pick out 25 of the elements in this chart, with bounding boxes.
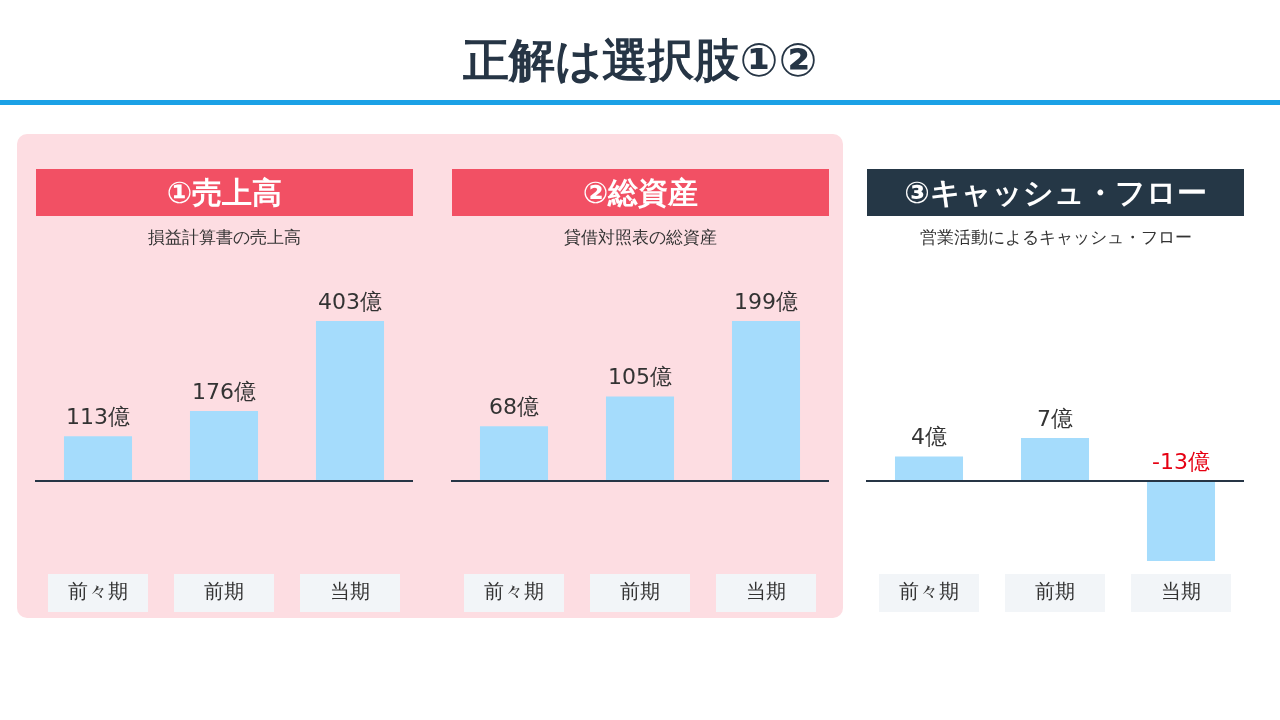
data-label: 7億 (1037, 405, 1073, 431)
chart-title: ③キャッシュ・フロー (867, 169, 1244, 216)
x-tick-label: 当期 (330, 579, 370, 604)
data-label: 199億 (734, 288, 798, 314)
x-tick-label: 前々期 (68, 579, 128, 604)
data-label: 4億 (911, 424, 947, 450)
data-label: -13億 (1152, 448, 1210, 474)
text: 正解は選択肢①② (461, 32, 819, 89)
data-label: 105億 (608, 364, 672, 390)
data-label: 68億 (489, 394, 539, 420)
data-label: 403億 (318, 288, 382, 314)
chart-subtitle: 営業活動によるキャッシュ・フロー (918, 226, 1193, 249)
chart-subtitle: 損益計算書の売上高 (147, 226, 302, 249)
x-tick-label: 前期 (1035, 579, 1075, 604)
chart-title: ①売上高 (36, 169, 413, 216)
x-tick-label: 前々期 (484, 579, 544, 604)
data-label: 176億 (192, 378, 256, 404)
x-tick-label: 前々期 (899, 579, 959, 604)
x-tick-label: 当期 (1161, 579, 1201, 604)
chart-title: ②総資産 (452, 169, 829, 216)
x-tick-label: 当期 (746, 579, 786, 604)
x-tick-label: 前期 (204, 579, 244, 604)
data-label: 113億 (66, 403, 130, 429)
chart-subtitle: 貸借対照表の総資産 (563, 226, 718, 249)
x-tick-label: 前期 (620, 579, 660, 604)
